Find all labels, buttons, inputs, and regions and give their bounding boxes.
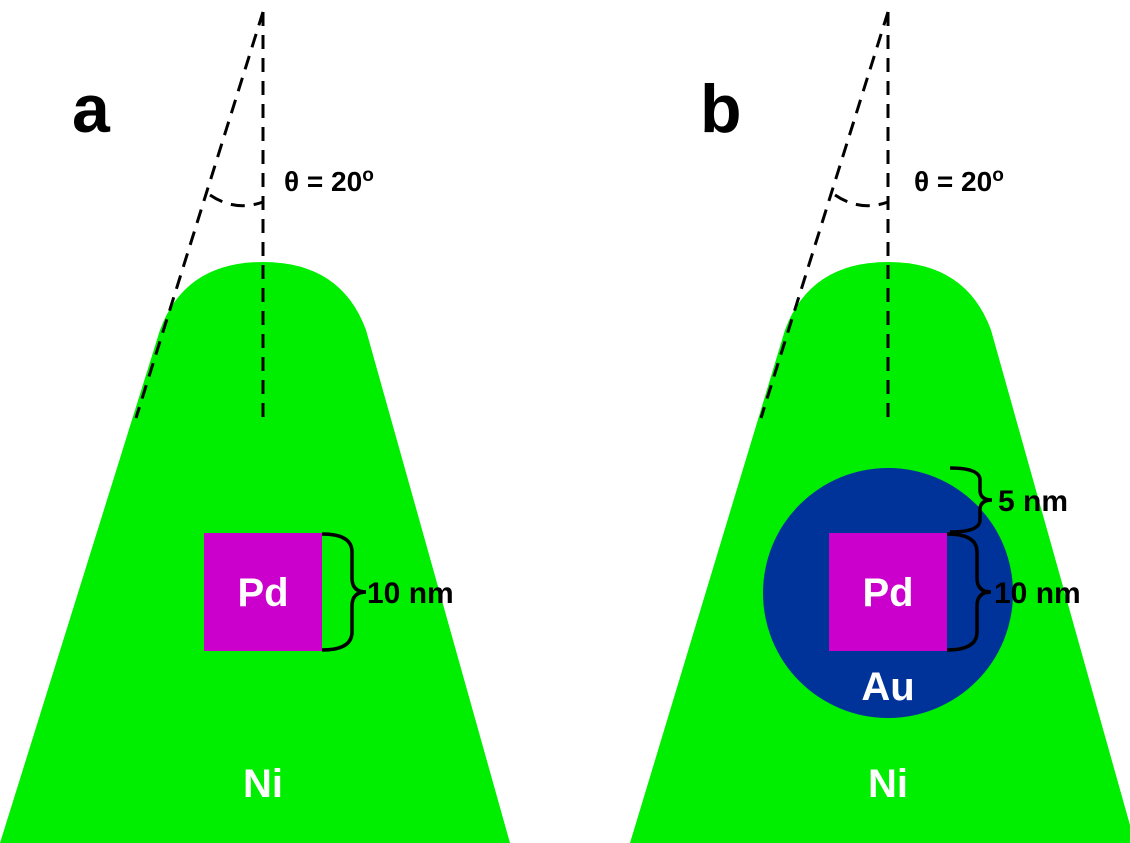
panel-b: b θ = 20o Pd Au 5 nm 10 nm Ni	[630, 11, 1130, 843]
panel-a: a θ = 20o Pd 10 nm Ni	[0, 11, 510, 843]
angle-value-b: θ = 20	[914, 166, 992, 197]
angle-value-a: θ = 20	[284, 166, 362, 197]
tip-material-label-a: Ni	[243, 762, 283, 806]
core-material-label-a: Pd	[237, 571, 288, 615]
panel-label-b: b	[700, 71, 742, 147]
angle-arc-a	[209, 193, 264, 208]
tip-material-label-b: Ni	[868, 762, 908, 806]
angle-degree-a: o	[362, 165, 374, 186]
core-size-bracket-b	[946, 532, 992, 652]
angle-label-b: θ = 20o	[914, 165, 1004, 197]
panel-label-a: a	[72, 71, 111, 147]
cone-edge-dashed-a	[134, 11, 265, 419]
shell-size-label-b: 5 nm	[998, 485, 1068, 518]
core-material-label-b: Pd	[862, 571, 913, 615]
pd-core-a	[204, 533, 322, 651]
angle-arc-b	[834, 193, 889, 208]
pd-core-b	[829, 533, 947, 651]
shell-size-bracket-b	[949, 466, 993, 534]
core-size-label-b: 10 nm	[994, 577, 1081, 610]
angle-label-a: θ = 20o	[284, 165, 374, 197]
shell-material-label-b: Au	[861, 665, 914, 709]
cone-edge-dashed-b	[759, 11, 890, 419]
core-size-bracket-a	[321, 532, 367, 652]
angle-degree-b: o	[992, 165, 1004, 186]
core-size-label-a: 10 nm	[367, 577, 454, 610]
